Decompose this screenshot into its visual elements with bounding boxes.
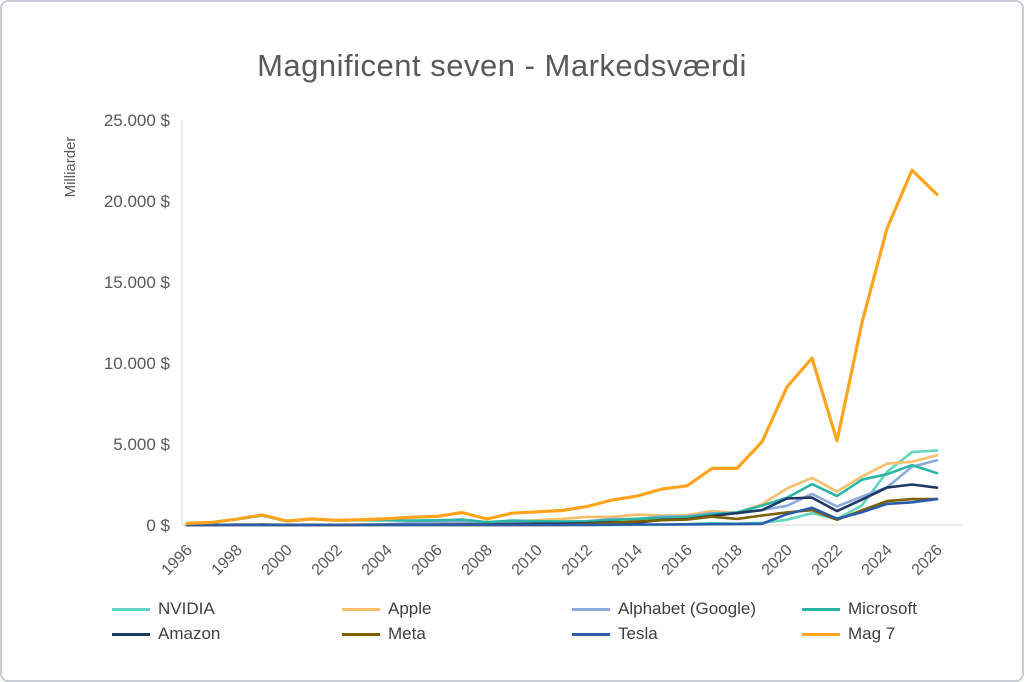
series-line-tesla xyxy=(185,497,939,527)
x-tick-label: 1998 xyxy=(209,542,246,579)
legend-label-tesla: Tesla xyxy=(618,624,658,643)
legend-label-alphabet: Alphabet (Google) xyxy=(618,599,756,618)
legend-swatch-meta xyxy=(342,632,380,636)
legend-label-amazon: Amazon xyxy=(158,624,221,643)
y-tick-label: 5.000 $ xyxy=(113,435,170,454)
legend-swatch-apple xyxy=(342,607,380,611)
y-tick-label: 25.000 $ xyxy=(104,111,171,130)
legend-item-microsoft: Microsoft xyxy=(802,599,1022,619)
y-tick-label: 10.000 $ xyxy=(104,354,171,373)
x-tick-label: 2014 xyxy=(609,542,646,579)
legend-item-alphabet: Alphabet (Google) xyxy=(572,599,802,619)
legend: NVIDIA Apple Alphabet (Google) Microsoft… xyxy=(112,599,1022,644)
x-tick-label: 2026 xyxy=(909,542,946,579)
legend-label-microsoft: Microsoft xyxy=(848,599,917,618)
x-tick-label: 2022 xyxy=(809,542,846,579)
chart-title: Magnificent seven - Markedsværdi xyxy=(257,48,747,83)
legend-swatch-mag7 xyxy=(802,632,840,636)
x-tick-label: 2024 xyxy=(859,542,896,579)
y-axis-title: Milliarder xyxy=(62,136,79,198)
x-tick-label: 2008 xyxy=(459,542,496,579)
legend-item-tesla: Tesla xyxy=(572,624,802,644)
legend-item-amazon: Amazon xyxy=(112,624,342,644)
legend-swatch-alphabet xyxy=(572,607,610,611)
x-tick-label: 2002 xyxy=(309,542,346,579)
legend-label-apple: Apple xyxy=(388,599,432,618)
legend-label-meta: Meta xyxy=(388,624,426,643)
x-tick-label: 2018 xyxy=(709,542,746,579)
legend-swatch-tesla xyxy=(572,632,610,636)
legend-item-meta: Meta xyxy=(342,624,572,644)
x-tick-label: 2004 xyxy=(359,542,396,579)
y-tick-label: 20.000 $ xyxy=(104,192,171,211)
x-tick-label: 2006 xyxy=(409,542,446,579)
x-tick-label: 2012 xyxy=(559,542,596,579)
legend-swatch-nvidia xyxy=(112,607,150,611)
chart-canvas: 0 $ 5.000 $ 10.000 $ 15.000 $ 20.000 $ 25.000… xyxy=(104,111,962,579)
legend-item-nvidia: NVIDIA xyxy=(112,599,342,619)
x-tick-label: 2020 xyxy=(759,542,796,579)
y-tick-label: 15.000 $ xyxy=(104,273,171,292)
x-tick-label: 2010 xyxy=(509,542,546,579)
legend-label-mag7: Mag 7 xyxy=(848,624,896,643)
x-tick-label: 2016 xyxy=(659,542,696,579)
legend-swatch-amazon xyxy=(112,632,150,636)
x-tick-label: 2000 xyxy=(259,542,296,579)
legend-swatch-microsoft xyxy=(802,607,840,611)
x-tick-label: 1996 xyxy=(159,542,196,579)
y-tick-label: 0 $ xyxy=(146,516,170,535)
legend-item-apple: Apple xyxy=(342,599,572,619)
legend-label-nvidia: NVIDIA xyxy=(158,599,215,618)
legend-item-mag7: Mag 7 xyxy=(802,624,1022,644)
series-line-mag-7 xyxy=(185,168,939,526)
